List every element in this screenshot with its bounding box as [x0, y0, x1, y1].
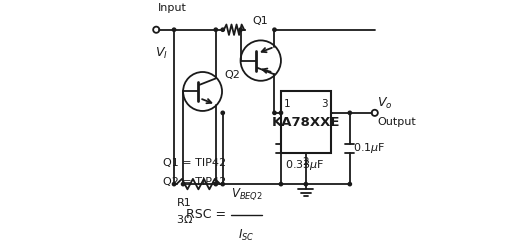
Circle shape [304, 183, 307, 186]
Text: 2: 2 [303, 157, 309, 167]
Circle shape [214, 28, 218, 31]
Text: 3$\Omega$: 3$\Omega$ [176, 213, 193, 225]
Text: 0.1$\mu$F: 0.1$\mu$F [353, 141, 385, 155]
Text: RSC =: RSC = [186, 208, 230, 221]
Text: $I_{SC}$: $I_{SC}$ [238, 228, 255, 243]
Text: 3: 3 [321, 99, 328, 109]
Circle shape [273, 111, 276, 115]
Text: Q2: Q2 [225, 70, 241, 80]
Circle shape [221, 111, 225, 115]
Circle shape [221, 28, 225, 31]
Text: $V_{BEQ2}$: $V_{BEQ2}$ [230, 186, 262, 202]
Circle shape [279, 183, 282, 186]
Text: KA78XXE: KA78XXE [272, 116, 340, 129]
Text: R1: R1 [176, 198, 191, 208]
Text: 0.33$\mu$F: 0.33$\mu$F [285, 158, 324, 172]
Text: Q2 = TIP42: Q2 = TIP42 [164, 177, 227, 187]
Circle shape [221, 183, 225, 186]
Text: 1: 1 [284, 99, 290, 109]
Circle shape [239, 28, 242, 31]
Text: Q1 = TIP42: Q1 = TIP42 [164, 158, 227, 168]
Circle shape [273, 28, 276, 31]
Circle shape [279, 111, 282, 115]
Text: $V_o$: $V_o$ [377, 96, 392, 111]
Text: Input: Input [157, 3, 186, 13]
Text: Q1: Q1 [253, 16, 269, 26]
Bar [281, 92, 331, 153]
Circle shape [214, 183, 218, 186]
Text: Output: Output [377, 117, 416, 127]
Text: $V_I$: $V_I$ [155, 46, 168, 61]
Circle shape [173, 183, 176, 186]
Circle shape [182, 183, 185, 186]
Circle shape [348, 111, 352, 115]
Circle shape [173, 28, 176, 31]
Circle shape [348, 183, 352, 186]
